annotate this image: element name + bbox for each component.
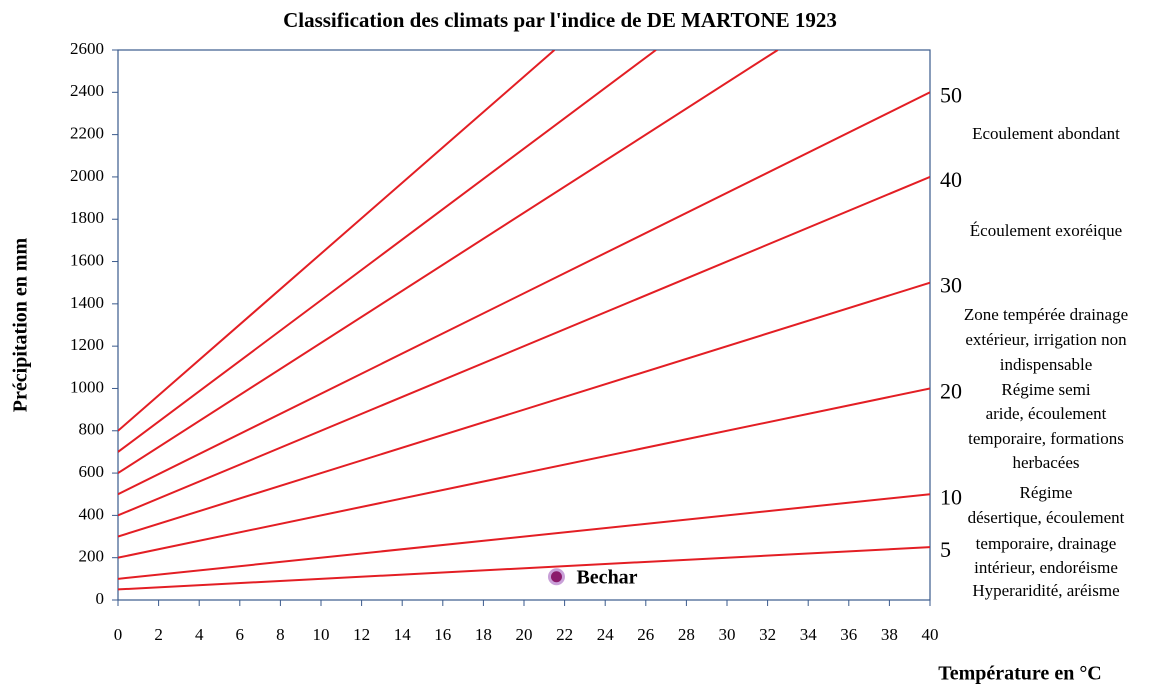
x-tick-label: 20 (516, 625, 533, 644)
index-label: 50 (940, 82, 962, 107)
index-line (118, 281, 930, 538)
index-label: 20 (940, 379, 962, 404)
x-tick-label: 30 (719, 625, 736, 644)
x-tick-label: 40 (922, 625, 939, 644)
y-axis-label: Précipitation en mm (10, 237, 32, 412)
x-axis-label: Température en °C (938, 663, 1102, 685)
x-tick-label: 10 (313, 625, 330, 644)
x-tick-label: 22 (556, 625, 573, 644)
x-tick-label: 0 (114, 625, 123, 644)
x-tick-label: 8 (276, 625, 285, 644)
index-line (118, 91, 930, 496)
y-tick-label: 1600 (70, 250, 104, 269)
zone-label: Zone tempérée drainage (964, 305, 1128, 324)
y-tick-label: 800 (79, 420, 105, 439)
station-point (547, 568, 565, 586)
zone-label: intérieur, endoréisme (974, 558, 1118, 577)
y-tick-label: 2600 (70, 39, 104, 58)
y-tick-label: 1200 (70, 335, 104, 354)
index-label: 30 (940, 273, 962, 298)
x-tick-label: 32 (759, 625, 776, 644)
zone-label: extérieur, irrigation non (965, 330, 1127, 349)
index-label: 5 (940, 537, 951, 562)
x-tick-label: 38 (881, 625, 898, 644)
index-line (118, 493, 930, 580)
y-tick-label: 2000 (70, 166, 104, 185)
zone-label: Régime (1020, 483, 1073, 502)
zone-label: indispensable (1000, 355, 1093, 374)
station-label: Bechar (576, 566, 637, 588)
index-line (118, 50, 556, 432)
index-line (118, 546, 930, 591)
x-tick-label: 16 (434, 625, 451, 644)
y-tick-label: 1000 (70, 377, 104, 396)
y-tick-label: 1400 (70, 293, 104, 312)
y-tick-label: 400 (79, 504, 105, 523)
zone-label: herbacées (1012, 453, 1079, 472)
y-tick-label: 600 (79, 462, 105, 481)
x-tick-label: 2 (154, 625, 163, 644)
x-tick-label: 26 (637, 625, 654, 644)
zone-label: Régime semi (1001, 380, 1091, 399)
index-line (118, 50, 779, 474)
x-tick-label: 36 (840, 625, 857, 644)
x-tick-label: 14 (394, 625, 412, 644)
chart-title: Classification des climats par l'indice … (283, 8, 837, 32)
zone-label: désertique, écoulement (968, 508, 1125, 527)
zone-label: temporaire, drainage (976, 534, 1117, 553)
index-line (118, 50, 657, 453)
index-line (118, 176, 930, 517)
x-tick-label: 18 (475, 625, 492, 644)
index-label: 10 (940, 484, 962, 509)
y-tick-label: 2400 (70, 81, 104, 100)
zone-label: aride, écoulement (986, 404, 1107, 423)
x-tick-label: 28 (678, 625, 695, 644)
x-tick-label: 6 (236, 625, 245, 644)
y-tick-label: 200 (79, 547, 105, 566)
index-line (118, 387, 930, 559)
zone-label: temporaire, formations (968, 429, 1124, 448)
y-tick-label: 1800 (70, 208, 104, 227)
x-tick-label: 34 (800, 625, 818, 644)
index-label: 40 (940, 167, 962, 192)
zone-label: Ecoulement abondant (972, 124, 1120, 143)
zone-label: Hyperaridité, aréisme (972, 581, 1119, 600)
x-tick-label: 24 (597, 625, 615, 644)
x-tick-label: 4 (195, 625, 204, 644)
y-tick-label: 2200 (70, 124, 104, 143)
plot-area (118, 50, 930, 591)
y-tick-label: 0 (96, 589, 105, 608)
zone-label: Écoulement exoréique (970, 221, 1122, 240)
x-tick-label: 12 (353, 625, 370, 644)
